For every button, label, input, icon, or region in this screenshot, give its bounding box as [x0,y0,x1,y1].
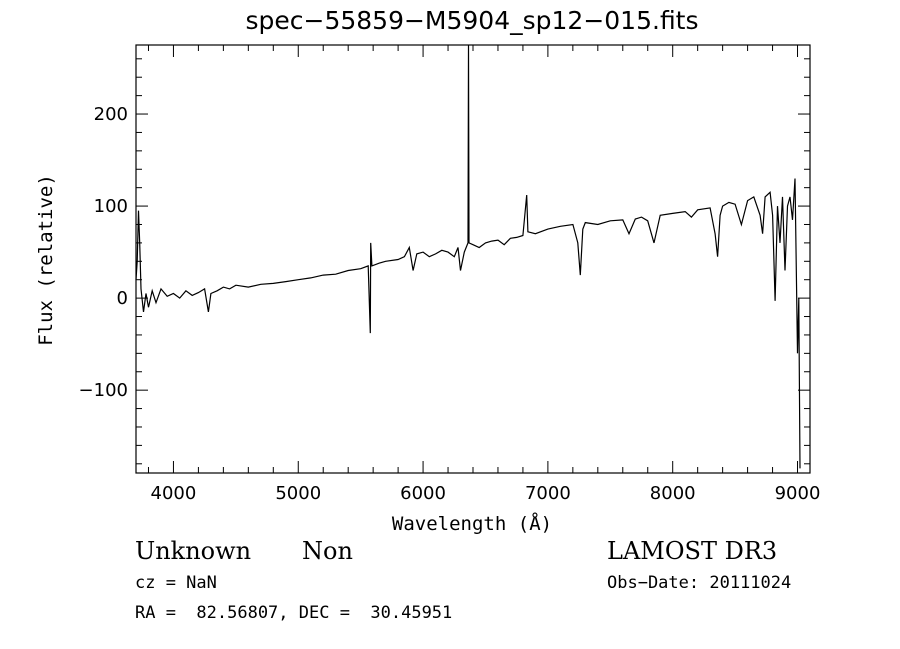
tick-labels: 4000 5000 6000 7000 8000 9000 −100 0 100 200 [79,104,821,504]
redshift-label: cz = NaN [135,573,217,593]
object-class: Unknown [135,537,252,565]
obs-date-label: Obs−Date: 20111024 [607,573,792,593]
coordinates-label: RA = 82.56807, DEC = 30.45951 [135,603,453,623]
y-axis-label: Flux (relative) [35,174,57,346]
plot-frame [135,44,811,474]
spectrum-line [135,44,801,469]
y-tick-label: 200 [94,104,128,125]
y-tick-label: 100 [94,196,128,217]
x-tick-label: 6000 [400,483,446,504]
object-subclass: Non [302,537,353,565]
plot-border [135,44,811,474]
chart-title: spec−55859−M5904_sp12−015.fits [245,6,699,35]
y-tick-label: −100 [79,380,128,401]
x-tick-label: 7000 [525,483,571,504]
survey-name: LAMOST DR3 [607,537,778,565]
x-tick-label: 9000 [775,483,821,504]
x-tick-label: 4000 [151,483,197,504]
x-tick-label: 8000 [650,483,696,504]
y-tick-label: 0 [117,288,128,309]
axis-ticks [136,45,810,473]
x-tick-label: 5000 [275,483,321,504]
x-axis-label: Wavelength (Å) [392,512,552,535]
